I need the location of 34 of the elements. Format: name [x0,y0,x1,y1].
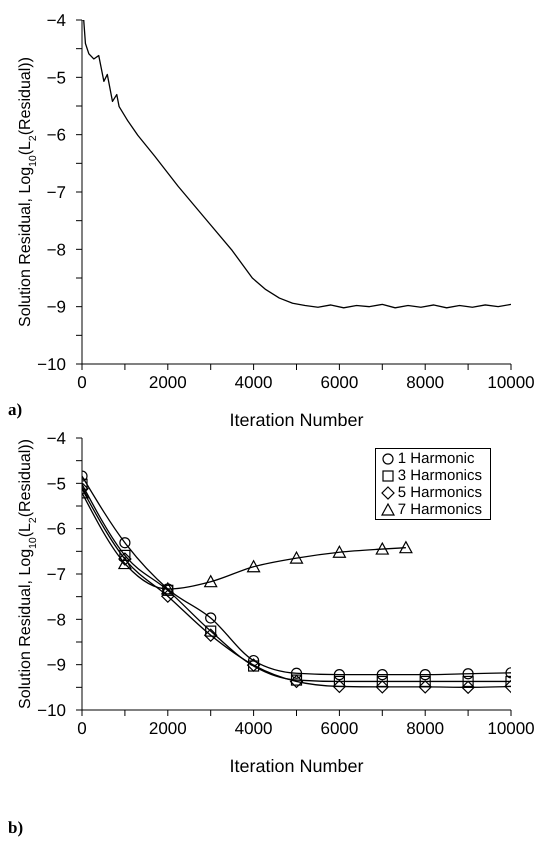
x-tick-label: 6000 [320,719,358,738]
y-tick-label: −7 [46,565,66,584]
y-tick-label: −4 [46,429,66,448]
y-tick-label: −4 [46,11,66,30]
y-tick-label: −8 [46,610,66,630]
x-axis-title: Iteration Number [229,756,364,776]
x-axis-title: Iteration Number [229,410,364,430]
x-tick-label: 0 [77,719,87,738]
x-tick-label: 0 [77,373,87,392]
x-tick-label: 10000 [487,373,535,392]
y-tick-label: −6 [46,126,66,145]
x-tick-label: 6000 [320,373,358,392]
text: a) [8,400,22,420]
legend-label: 7 Harmonics [398,501,482,518]
x-tick-label: 10000 [487,719,535,738]
x-tick-label: 2000 [148,719,187,738]
y-tick-label: −10 [37,701,66,720]
y-tick-label: −5 [46,68,66,88]
y-tick-label: −8 [46,240,66,260]
y-tick-label: −10 [37,355,66,374]
x-tick-label: 4000 [234,373,273,392]
y-tick-label: −7 [46,183,66,202]
y-tick-label: −9 [46,656,66,675]
legend-label: 1 Harmonic [398,450,474,467]
y-tick-label: −6 [46,520,66,539]
x-tick-label: 8000 [406,719,444,738]
y-tick-label: −5 [46,474,66,494]
y-tick-label: −9 [46,298,66,317]
x-tick-label: 4000 [234,719,273,738]
x-tick-label: 2000 [148,373,187,392]
x-tick-label: 8000 [406,373,444,392]
legend-label: 3 Harmonics [398,467,482,484]
text: b) [8,818,24,838]
legend-label: 5 Harmonics [398,484,482,501]
